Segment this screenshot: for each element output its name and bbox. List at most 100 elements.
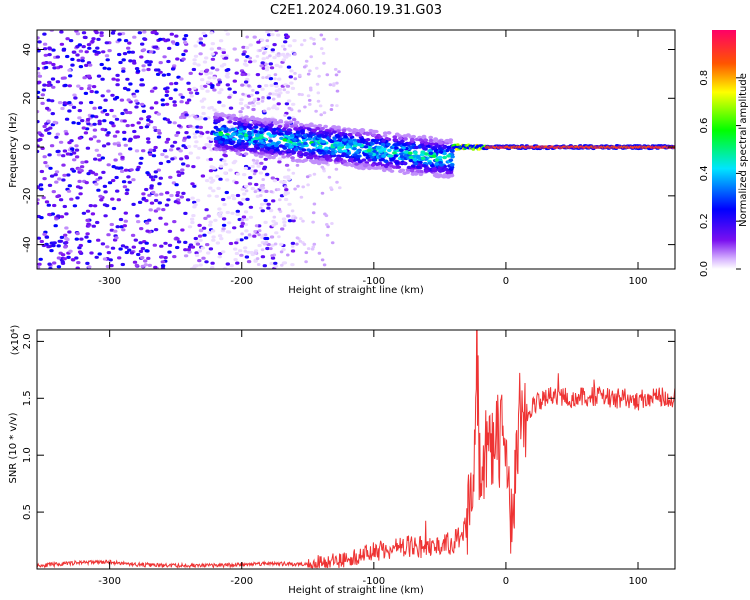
heatmap-cell-906: [225, 32, 230, 36]
heatmap-cell-2884: [398, 148, 404, 152]
heatmap-cell-806: [259, 202, 265, 206]
heatmap-cell-1138: [132, 61, 137, 65]
heatmap-cell-367: [144, 249, 149, 253]
heatmap-cell-2550: [256, 120, 262, 125]
heatmap-cell-890: [119, 98, 125, 102]
heatmap-cell-1384: [118, 247, 123, 251]
heatmap-cell-428: [201, 111, 206, 116]
heatmap-cell-444: [261, 57, 266, 61]
heatmap-cell-1088: [221, 227, 226, 231]
heatmap-cell-1367: [122, 119, 127, 123]
heatmap-cell-263: [254, 91, 260, 95]
heatmap-cell-1175: [266, 202, 271, 206]
heatmap-cell-2737: [312, 154, 318, 158]
heatmap-cell-368: [252, 59, 257, 63]
heatmap-cell-1275: [183, 248, 188, 252]
heatmap-cell-573: [159, 192, 164, 196]
heatmap-cell-129: [168, 175, 173, 179]
heatmap-cell-1312: [122, 137, 127, 141]
heatmap-cell-860: [52, 241, 57, 245]
heatmap-cell-1217: [70, 167, 75, 171]
heatmap-cell-1602: [261, 96, 265, 99]
heatmap-cell-1124: [204, 208, 209, 212]
heatmap-cell-636: [290, 241, 296, 245]
heatmap-cell-1379: [193, 144, 198, 148]
heatmap-cell-1543: [307, 98, 312, 102]
heatmap-cell-2809: [343, 135, 348, 139]
heatmap-cell-1896: [290, 156, 295, 160]
heatmap-cell-1344: [106, 251, 112, 255]
heatmap-cell-866: [266, 96, 271, 100]
heatmap-cell-191: [138, 125, 144, 130]
heatmap-cell-373: [286, 214, 291, 218]
heatmap-cell-317: [52, 66, 57, 70]
heatmap-cell-1603: [277, 93, 281, 97]
heatmap-cell-1369: [225, 83, 230, 87]
heatmap-cell-889: [156, 68, 161, 72]
heatmap-cell-2896: [442, 151, 447, 156]
heatmap-cell-491: [174, 34, 179, 38]
heatmap-cell-1421: [253, 230, 257, 233]
heatmap-cell-1385: [164, 203, 170, 207]
heatmap-cell-150: [167, 120, 172, 124]
heatmap-cell-2741: [444, 138, 450, 143]
heatmap-cell-2830: [412, 158, 418, 162]
heatmap-cell-530: [71, 121, 76, 125]
heatmap-cell-2523: [370, 163, 376, 167]
heatmap-cell-1420: [271, 97, 276, 101]
heatmap-cell-2679: [259, 147, 265, 152]
heatmap-cell-334: [238, 101, 244, 105]
heatmap-cell-10: [178, 93, 183, 97]
heatmap-cell-1218: [209, 47, 214, 51]
heatmap-cell-1360: [200, 86, 205, 91]
heatmap-cell-997: [201, 43, 206, 47]
heatmap-cell-982: [202, 146, 207, 150]
heatmap-cell-2511: [296, 151, 302, 156]
heatmap-cell-1380: [85, 218, 90, 222]
heatmap-cell-2847: [410, 137, 415, 142]
heatmap-cell-976: [58, 65, 63, 69]
heatmap-cell-1292: [158, 70, 163, 74]
heatmap-cell-958: [80, 59, 85, 63]
spectrogram-x-ticks: -300 -200 -100 0 100: [98, 30, 648, 287]
snr-y-ticks: 0.5 1.0 1.5 2.0: [22, 333, 675, 520]
heatmap-cell-1027: [130, 123, 135, 127]
heatmap-cell-2287: [330, 148, 336, 152]
heatmap-cell-2904: [270, 141, 276, 145]
heatmap-cell-1590: [315, 82, 320, 86]
heatmap-cell-1700: [281, 155, 287, 159]
heatmap-cell-2195: [283, 134, 289, 138]
heatmap-cell-1039: [97, 252, 102, 256]
heatmap-cell-1374: [106, 89, 111, 93]
heatmap-cell-2910: [381, 154, 386, 158]
heatmap-cell-2859: [448, 158, 454, 162]
heatmap-cell-287: [140, 42, 145, 46]
heatmap-cell-879: [109, 108, 114, 113]
heatmap-cell-2740: [297, 142, 302, 146]
heatmap-cell-857: [189, 217, 195, 221]
heatmap-cell-1511: [255, 257, 260, 261]
heatmap-cell-1550: [302, 65, 307, 69]
heatmap-cell-1251: [80, 160, 85, 164]
heatmap-cell-854: [72, 93, 77, 97]
heatmap-cell-496: [233, 247, 238, 251]
heatmap-cell-2493: [434, 158, 440, 162]
heatmap-cell-125: [85, 261, 90, 265]
heatmap-cell-166: [230, 194, 235, 198]
heatmap-cell-1584: [300, 43, 304, 47]
heatmap-cell-595: [52, 261, 57, 265]
heatmap-cell-2901: [258, 139, 264, 143]
heatmap-cell-741: [217, 252, 223, 256]
heatmap-cell-1370: [274, 84, 279, 88]
heatmap-cell-1539: [298, 239, 303, 243]
heatmap-cell-892: [234, 58, 240, 62]
heatmap-cell-7: [183, 49, 188, 53]
heatmap-cell-2715: [316, 134, 322, 138]
heatmap-cell-2866: [428, 151, 434, 155]
heatmap-cell-298: [176, 75, 181, 79]
heatmap-cell-482: [77, 250, 83, 254]
heatmap-cell-521: [216, 46, 222, 50]
heatmap-cell-829: [109, 121, 114, 125]
heatmap-cell-710: [57, 177, 62, 181]
heatmap-cell-815: [78, 192, 83, 196]
